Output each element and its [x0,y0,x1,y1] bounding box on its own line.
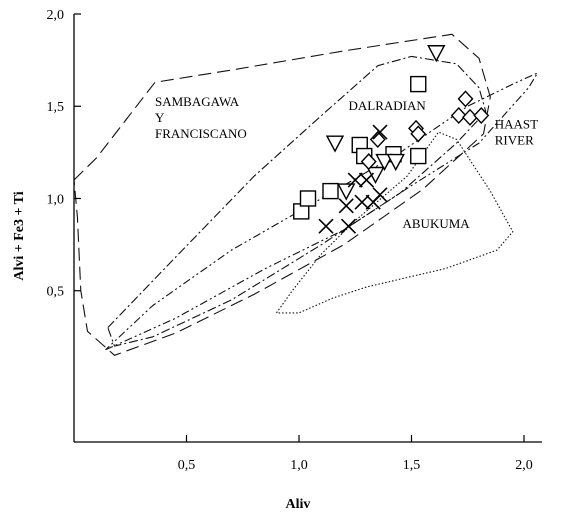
diamond-point [462,108,478,126]
x-point [338,198,354,214]
region-label-line: ABUKUMA [403,216,471,231]
x-tick-label: 0,5 [178,458,196,473]
diamond-point [410,125,427,143]
diamond-point [360,153,377,171]
y-tick-label: 1,5 [47,100,65,115]
x-point [372,124,388,140]
region-outline-1 [107,55,487,347]
x-tick-label: 2,0 [515,458,533,473]
y-tick-label: 1,0 [47,192,65,207]
triangle-point [386,153,405,172]
x-tick-label: 1,5 [403,458,421,473]
region-outline-0 [73,33,491,356]
x-point [318,218,334,234]
data-points [293,45,490,234]
diamond-point [473,106,490,124]
x-point [358,172,375,188]
region-outlines: SAMBAGAWA Y FRANCISCANO DALRADIAN HAAST RIVER… [73,33,538,356]
y-tick-label: 0,5 [47,285,65,300]
y-axis-title: Alvi + Fe3 + Ti [12,191,27,280]
region-label-line: HAAST [495,116,538,131]
triangle-point [375,153,394,172]
diamond-point [457,90,474,108]
triangle-point [366,166,385,184]
x-axis-title: Aliv [286,497,311,512]
axes: 0,5 1,0 1,5 2,0 0,5 1,0 1,5 2,0 [47,8,542,473]
square-point [299,190,317,207]
square-point [410,147,427,165]
square-point [410,75,427,93]
region-label-line: Y [155,110,165,125]
y-tick-label: 2,0 [47,8,65,23]
triangle-point [325,135,345,153]
region-label: HAAST RIVER [495,116,538,147]
triangle-point [427,45,446,63]
region-label: SAMBAGAWA Y FRANCISCANO [155,94,247,141]
region-label: DALRADIAN [349,98,427,113]
x-point [354,194,370,210]
region-label: ABUKUMA [403,216,471,231]
region-label-line: RIVER [495,132,534,147]
square-point [322,182,339,200]
region-label-line: DALRADIAN [349,98,427,113]
region-label-line: FRANCISCANO [155,126,247,141]
x-point [372,187,388,203]
region-label-line: SAMBAGAWA [155,94,240,109]
diamond-point [369,130,386,148]
diamond-point [450,106,467,124]
x-point [340,218,357,234]
triangle-point [337,183,356,201]
x-tick-label: 1,0 [290,458,308,473]
x-point [347,172,363,188]
